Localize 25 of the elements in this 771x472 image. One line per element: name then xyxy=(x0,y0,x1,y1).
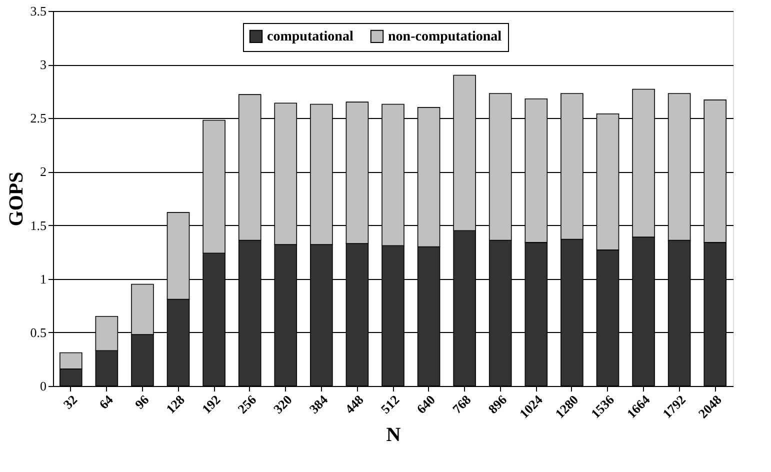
y-tick-label: 2 xyxy=(40,164,46,180)
x-tick-label: 32 xyxy=(60,392,80,412)
y-tick-label: 1 xyxy=(40,271,46,286)
y-tick-label: 2.5 xyxy=(30,110,46,126)
y-tick-label: 0 xyxy=(40,378,46,394)
x-tick-label: 384 xyxy=(306,392,331,416)
y-tick-label: 3.5 xyxy=(30,4,46,18)
y-tick-label: 1.5 xyxy=(30,218,46,233)
x-tick-label: 64 xyxy=(96,392,116,412)
x-tick-label: 448 xyxy=(342,392,367,416)
y-axis-title: GOPS xyxy=(5,172,28,226)
legend-label: non-computational xyxy=(388,29,502,44)
x-tick-label: 640 xyxy=(414,392,438,416)
x-tick-label: 128 xyxy=(163,392,188,416)
y-tick-label: 3 xyxy=(40,57,46,72)
x-tick-label: 768 xyxy=(449,392,474,416)
x-tick-label: 192 xyxy=(198,392,224,416)
y-tick-label: 0.5 xyxy=(30,324,46,340)
x-tick-label: 96 xyxy=(132,392,152,412)
x-tick-label: 512 xyxy=(378,392,402,416)
x-tick-label: 896 xyxy=(485,392,510,416)
x-tick-label: 320 xyxy=(270,392,295,416)
x-tick-label: 256 xyxy=(234,392,260,416)
legend-label: computational xyxy=(267,29,354,44)
x-axis-title: N xyxy=(386,424,402,446)
